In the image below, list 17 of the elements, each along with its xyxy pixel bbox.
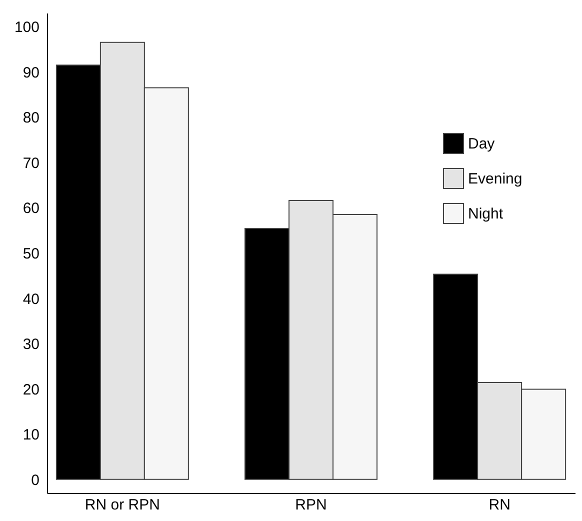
legend-label: Night [468,206,504,222]
x-tick-label: RPN [295,496,327,514]
y-tick-label: 70 [22,154,40,172]
y-tick-label: 30 [22,336,40,354]
y-tick-label: 60 [22,200,40,218]
y-tick-label: 80 [22,110,40,127]
x-tick-label: RN or RPN [84,496,160,514]
y-tick-label: 50 [22,246,40,262]
x-tick-label: RN [488,496,510,514]
y-tick-label: 20 [22,381,40,398]
y-tick-label: 100 [14,19,40,36]
legend-label: Day [468,136,496,152]
y-tick-label: 90 [22,64,40,82]
y-tick-label: 0 [31,472,40,489]
y-tick-label: 40 [22,290,40,308]
legend-label: Evening [468,170,522,188]
y-tick-label: 10 [22,426,40,444]
